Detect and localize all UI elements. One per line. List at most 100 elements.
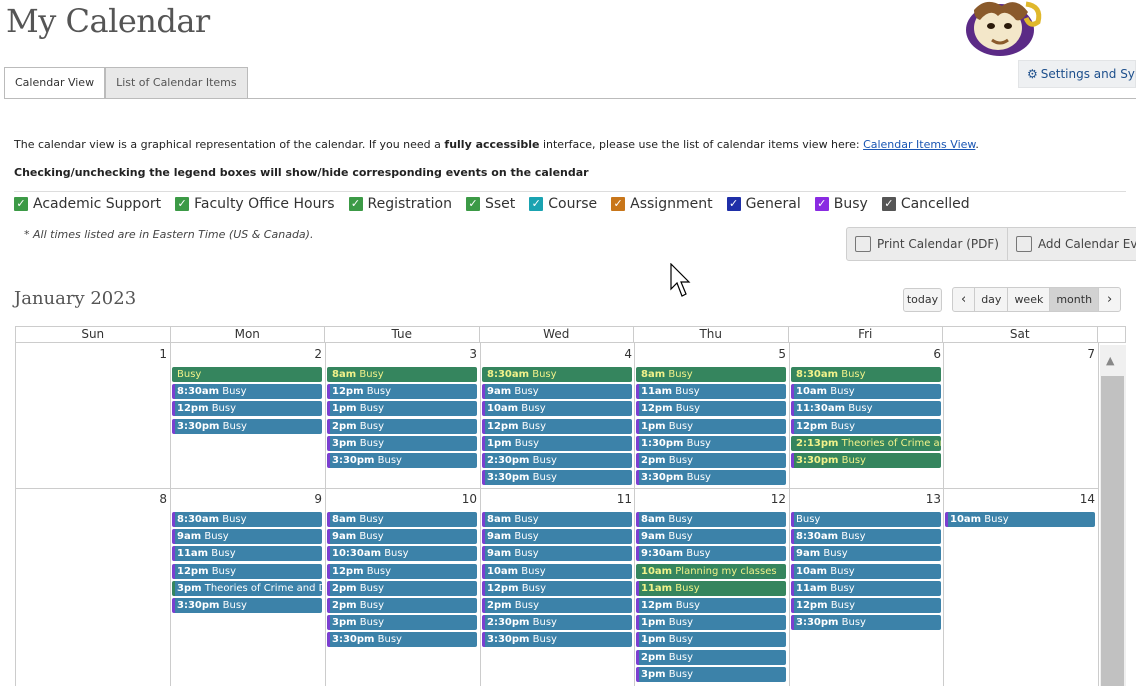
calendar-event[interactable]: Busy (172, 367, 322, 382)
calendar-event[interactable]: 2pm Busy (327, 581, 477, 596)
month-view-button[interactable]: month (1049, 288, 1099, 311)
day-number[interactable]: 4 (624, 347, 632, 361)
day-number[interactable]: 8 (159, 492, 167, 506)
calendar-event[interactable]: 9am Busy (482, 546, 632, 561)
calendar-event[interactable]: 3:30pm Busy (327, 453, 477, 468)
calendar-event[interactable]: 12pm Busy (172, 564, 322, 579)
calendar-event[interactable]: 1pm Busy (636, 615, 786, 630)
legend-item-sset[interactable]: ✓ Sset (465, 196, 515, 212)
calendar-event[interactable]: 12pm Busy (791, 598, 941, 613)
day-number[interactable]: 9 (314, 492, 322, 506)
scrollbar-thumb[interactable] (1101, 376, 1124, 686)
legend-checkbox-icon[interactable]: ✓ (465, 197, 480, 211)
calendar-event[interactable]: 12pm Busy (172, 401, 322, 416)
add-calendar-event-button[interactable]: Add Calendar Event (1006, 228, 1136, 260)
calendar-event[interactable]: 8:30am Busy (482, 367, 632, 382)
calendar-event[interactable]: 8:30am Busy (172, 512, 322, 527)
calendar-event[interactable]: 1pm Busy (636, 419, 786, 434)
day-number[interactable]: 1 (159, 347, 167, 361)
legend-item-faculty-office-hours[interactable]: ✓ Faculty Office Hours (175, 196, 335, 212)
calendar-event[interactable]: 2pm Busy (327, 419, 477, 434)
calendar-event[interactable]: 2:30pm Busy (482, 615, 632, 630)
day-number[interactable]: 6 (933, 347, 941, 361)
calendar-event[interactable]: 10am Busy (482, 564, 632, 579)
calendar-event[interactable]: 9am Busy (482, 384, 632, 399)
calendar-event[interactable]: 3:30pm Busy (791, 453, 941, 468)
legend-checkbox-icon[interactable]: ✓ (814, 197, 829, 211)
calendar-event[interactable]: 3pm Busy (327, 615, 477, 630)
legend-item-registration[interactable]: ✓ Registration (348, 196, 452, 212)
calendar-event[interactable]: 8am Busy (636, 367, 786, 382)
calendar-event[interactable]: 12pm Busy (482, 581, 632, 596)
calendar-event[interactable]: 3:30pm Busy (636, 470, 786, 485)
calendar-event[interactable]: 3:30pm Busy (791, 615, 941, 630)
tab-calendar-view[interactable]: Calendar View (4, 67, 106, 99)
calendar-event[interactable]: 3:30pm Busy (172, 598, 322, 613)
calendar-event[interactable]: 3:30pm Busy (172, 419, 322, 434)
calendar-event[interactable]: 3pm Theories of Crime and Delinq (172, 581, 322, 596)
day-number[interactable]: 10 (461, 492, 477, 506)
calendar-event[interactable]: 8am Busy (327, 367, 477, 382)
calendar-event[interactable]: 9am Busy (172, 529, 322, 544)
calendar-event[interactable]: 11am Busy (791, 581, 941, 596)
calendar-event[interactable]: 10am Busy (791, 384, 941, 399)
calendar-event[interactable]: 3:30pm Busy (327, 632, 477, 647)
calendar-event[interactable]: 2:30pm Busy (482, 453, 632, 468)
tab-list-of-calendar-items[interactable]: List of Calendar Items (105, 67, 248, 99)
day-number[interactable]: 3 (469, 347, 477, 361)
calendar-event[interactable]: 8am Busy (482, 512, 632, 527)
calendar-event[interactable]: 2pm Busy (327, 598, 477, 613)
calendar-event[interactable]: 1:30pm Busy (636, 436, 786, 451)
legend-checkbox-icon[interactable]: ✓ (175, 197, 190, 211)
legend-checkbox-icon[interactable]: ✓ (726, 197, 741, 211)
settings-and-sync-button[interactable]: ⚙Settings and Sync (1018, 60, 1136, 88)
day-number[interactable]: 12 (770, 492, 786, 506)
legend-checkbox-icon[interactable]: ✓ (611, 197, 626, 211)
legend-item-assignment[interactable]: ✓ Assignment (611, 196, 713, 212)
calendar-event[interactable]: 1pm Busy (482, 436, 632, 451)
calendar-event[interactable]: 2pm Busy (482, 598, 632, 613)
today-button[interactable]: today (903, 288, 942, 312)
calendar-event[interactable]: 10am Busy (945, 512, 1095, 527)
calendar-items-view-link[interactable]: Calendar Items View (863, 138, 976, 151)
calendar-event[interactable]: Busy (791, 512, 941, 527)
calendar-event[interactable]: 9:30am Busy (636, 546, 786, 561)
day-number[interactable]: 7 (1087, 347, 1095, 361)
calendar-event[interactable]: 8am Busy (636, 512, 786, 527)
legend-item-busy[interactable]: ✓ Busy (814, 196, 868, 212)
calendar-event[interactable]: 12pm Busy (327, 564, 477, 579)
legend-item-academic-support[interactable]: ✓ Academic Support (14, 196, 161, 212)
calendar-event[interactable]: 12pm Busy (327, 384, 477, 399)
legend-item-cancelled[interactable]: ✓ Cancelled (881, 196, 970, 212)
calendar-event[interactable]: 8:30am Busy (791, 529, 941, 544)
calendar-event[interactable]: 12pm Busy (636, 401, 786, 416)
calendar-event[interactable]: 11am Busy (636, 581, 786, 596)
legend-checkbox-icon[interactable]: ✓ (14, 197, 28, 211)
calendar-event[interactable]: 9am Busy (482, 529, 632, 544)
prev-button[interactable]: ‹ (961, 292, 967, 307)
next-button[interactable]: › (1098, 288, 1120, 311)
calendar-event[interactable]: 8:30am Busy (791, 367, 941, 382)
calendar-event[interactable]: 2pm Busy (636, 650, 786, 665)
calendar-event[interactable]: 12pm Busy (482, 419, 632, 434)
legend-item-course[interactable]: ✓ Course (529, 196, 597, 212)
calendar-event[interactable]: 10am Busy (791, 564, 941, 579)
calendar-event[interactable]: 3:30pm Busy (482, 632, 632, 647)
calendar-event[interactable]: 10:30am Busy (327, 546, 477, 561)
legend-checkbox-icon[interactable]: ✓ (881, 197, 896, 211)
calendar-event[interactable]: 10am Busy (482, 401, 632, 416)
legend-checkbox-icon[interactable]: ✓ (348, 197, 363, 211)
print-calendar-button[interactable]: Print Calendar (PDF) (847, 228, 1007, 260)
calendar-event[interactable]: 1pm Busy (327, 401, 477, 416)
calendar-event[interactable]: 3pm Busy (327, 436, 477, 451)
week-view-button[interactable]: week (1007, 288, 1049, 311)
calendar-event[interactable]: 11:30am Busy (791, 401, 941, 416)
calendar-event[interactable]: 9am Busy (791, 546, 941, 561)
calendar-event[interactable]: 8:30am Busy (172, 384, 322, 399)
calendar-event[interactable]: 10am Planning my classes (636, 564, 786, 579)
calendar-event[interactable]: 9am Busy (636, 529, 786, 544)
calendar-event[interactable]: 11am Busy (636, 384, 786, 399)
day-number[interactable]: 13 (925, 492, 941, 506)
day-number[interactable]: 14 (1079, 492, 1095, 506)
calendar-event[interactable]: 3pm Busy (636, 667, 786, 682)
